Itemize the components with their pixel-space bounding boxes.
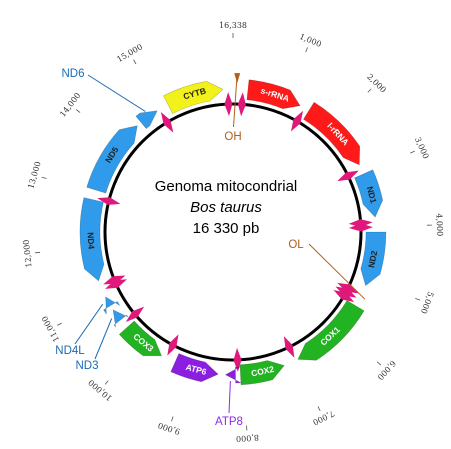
gene-cytb: [163, 80, 224, 114]
tick-mark: [171, 416, 174, 422]
trna-marker: [233, 347, 242, 372]
tick-label: 16,338: [219, 21, 247, 30]
tick-mark: [367, 88, 372, 93]
genome-species: Bos taurus: [190, 199, 262, 216]
gene-s-rrna: [246, 79, 301, 110]
tick-label: 15,000: [115, 42, 144, 64]
genome-title: Genoma mitocondrial: [155, 178, 298, 195]
ol-leader: [308, 243, 366, 300]
tick-label: 6,000: [375, 359, 397, 382]
nd6-leader: [87, 74, 146, 112]
small-genes: [103, 110, 242, 384]
gene-label-nd2: ND2: [366, 250, 379, 269]
trna-marker: [167, 334, 179, 356]
tick-label: 11,000: [40, 314, 61, 343]
tick-mark: [317, 406, 321, 412]
gene-label-nd1: ND1: [365, 185, 379, 204]
trna-marker: [97, 197, 121, 205]
tick-label: 9,000: [157, 421, 182, 437]
atp8-leader: [228, 380, 231, 414]
nd4l-label: ND4L: [55, 345, 85, 357]
trna-marker: [348, 223, 373, 232]
gene-nd2: [360, 231, 387, 287]
trna-marker: [283, 336, 295, 358]
tick-label: 4,000: [435, 213, 445, 236]
tick-mark: [305, 47, 308, 53]
gene-nd4l: [103, 296, 121, 315]
trna-marker: [291, 110, 303, 132]
gene-l-rrna: [303, 101, 361, 166]
trna-markers: [97, 92, 373, 372]
tick-label: 10,000: [87, 378, 114, 403]
tick-label: 7,000: [311, 409, 336, 427]
trna-marker: [237, 92, 246, 117]
tick-label: 5,000: [419, 290, 435, 315]
trna-marker: [333, 290, 355, 302]
trna-marker: [103, 275, 126, 285]
trna-marker: [348, 219, 373, 228]
trna-marker: [337, 282, 359, 294]
atp8-label: ATP8: [215, 416, 243, 428]
gene-nd3: [112, 309, 129, 329]
trna-marker: [125, 306, 145, 322]
gene-atp6: [170, 353, 219, 383]
tick-label: 8,000: [236, 433, 259, 444]
nd3-leader: [94, 318, 113, 360]
gene-atp8: [224, 366, 242, 384]
tick-mark: [133, 59, 137, 65]
tick-mark: [75, 109, 81, 113]
gene-cox3: [118, 320, 162, 357]
tick-label: 1,000: [298, 32, 323, 49]
tick-label: 14,000: [58, 91, 82, 119]
tick-label: 12,000: [22, 239, 34, 268]
genome-size: 16 330 pb: [193, 220, 260, 237]
nd6-label: ND6: [61, 68, 84, 80]
trna-marker: [160, 112, 174, 133]
ol-label: OL: [288, 239, 304, 251]
genome-circle: [103, 102, 363, 362]
gene-nd5: [86, 125, 138, 194]
gene-label-nd4: ND4: [86, 232, 97, 250]
gene-nd1: [354, 169, 384, 218]
oh-label: OH: [224, 131, 241, 143]
nd4l-leader: [74, 303, 104, 345]
trna-marker: [335, 286, 357, 298]
nd3-label: ND3: [75, 360, 98, 372]
tick-mark: [415, 298, 421, 301]
tick-label: 13,000: [26, 160, 42, 189]
gene-nd4: [79, 197, 105, 282]
trna-marker: [105, 279, 127, 289]
trna-marker: [224, 92, 233, 117]
oh-leader: [233, 73, 238, 128]
trna-marker: [337, 170, 359, 182]
tick-mark: [104, 380, 109, 385]
gene-cox2: [239, 360, 285, 386]
tick-mark: [376, 361, 382, 366]
tick-label: 3,000: [413, 136, 431, 161]
gene-label-cox2: COX2: [250, 364, 275, 379]
gene-nd6: [135, 110, 158, 130]
gene-arrows: s-rRNAl-rRNAND1ND2COX1COX2ATP6COX3ND4ND5…: [79, 79, 387, 386]
tick-mark: [41, 176, 47, 179]
tick-mark: [57, 322, 62, 326]
gene-cox1: [297, 300, 365, 361]
tick-mark: [35, 251, 41, 254]
oh-marker: [234, 73, 241, 84]
label-leaders: [74, 73, 366, 414]
tick-mark: [410, 150, 415, 154]
